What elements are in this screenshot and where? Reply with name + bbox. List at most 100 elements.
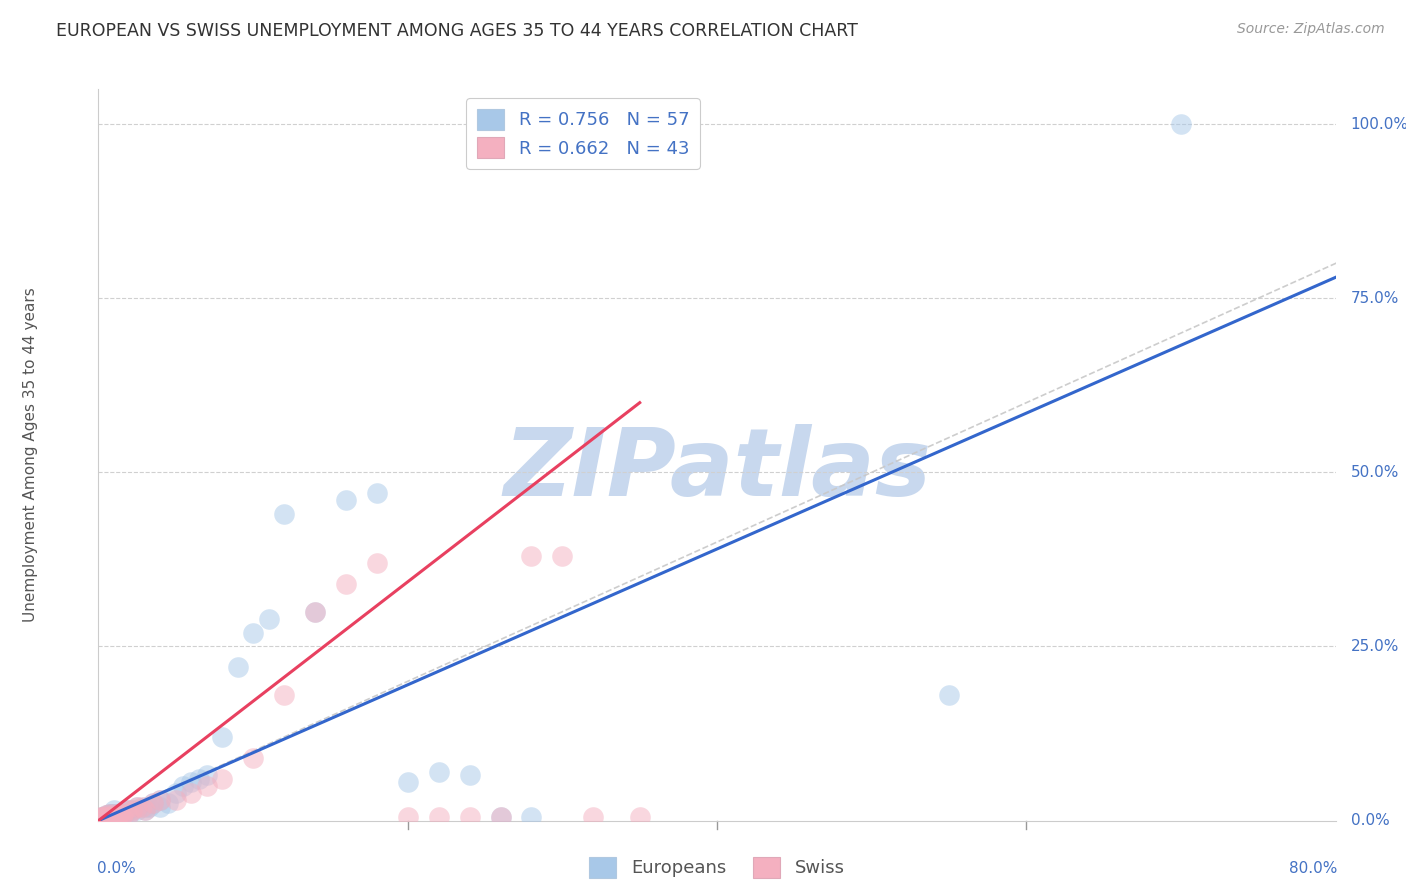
Point bbox=[98, 806, 121, 821]
Point bbox=[127, 799, 149, 814]
Point bbox=[100, 806, 122, 821]
Point bbox=[103, 806, 125, 821]
Point bbox=[304, 605, 326, 619]
Point bbox=[96, 810, 118, 824]
Point bbox=[1170, 117, 1192, 131]
Point bbox=[91, 810, 114, 824]
Point bbox=[127, 803, 149, 817]
Point bbox=[273, 688, 295, 702]
Point bbox=[108, 806, 131, 821]
Point bbox=[335, 493, 357, 508]
Point bbox=[108, 806, 131, 821]
Point bbox=[396, 775, 419, 789]
Point bbox=[93, 810, 115, 824]
Point bbox=[257, 612, 280, 626]
Point bbox=[138, 799, 160, 814]
Point bbox=[211, 730, 233, 744]
Point bbox=[520, 810, 543, 824]
Point bbox=[489, 810, 512, 824]
Text: 0.0%: 0.0% bbox=[1351, 814, 1389, 828]
Point bbox=[628, 810, 651, 824]
Point bbox=[97, 808, 120, 822]
Point bbox=[141, 796, 165, 810]
Point bbox=[93, 810, 115, 824]
Point bbox=[180, 775, 202, 789]
Point bbox=[134, 803, 156, 817]
Point bbox=[188, 772, 211, 786]
Point bbox=[96, 808, 118, 822]
Point bbox=[115, 803, 138, 817]
Point bbox=[115, 803, 138, 817]
Point bbox=[551, 549, 574, 563]
Point bbox=[458, 768, 481, 782]
Point bbox=[98, 806, 121, 821]
Point bbox=[366, 556, 388, 570]
Point bbox=[242, 625, 264, 640]
Point bbox=[121, 803, 143, 817]
Point bbox=[90, 810, 112, 824]
Point bbox=[112, 806, 135, 821]
Point bbox=[105, 810, 128, 824]
Point bbox=[105, 810, 128, 824]
Point bbox=[98, 810, 121, 824]
Point bbox=[100, 810, 122, 824]
Point bbox=[112, 806, 135, 821]
Point bbox=[396, 810, 419, 824]
Point bbox=[366, 486, 388, 500]
Text: Unemployment Among Ages 35 to 44 years: Unemployment Among Ages 35 to 44 years bbox=[22, 287, 38, 623]
Point bbox=[141, 796, 165, 810]
Point bbox=[304, 605, 326, 619]
Text: EUROPEAN VS SWISS UNEMPLOYMENT AMONG AGES 35 TO 44 YEARS CORRELATION CHART: EUROPEAN VS SWISS UNEMPLOYMENT AMONG AGE… bbox=[56, 22, 858, 40]
Point bbox=[149, 799, 172, 814]
Point bbox=[103, 810, 125, 824]
Point bbox=[101, 810, 124, 824]
Point bbox=[97, 810, 120, 824]
Point bbox=[100, 810, 122, 824]
Point bbox=[114, 806, 136, 821]
Point bbox=[131, 799, 153, 814]
Point bbox=[165, 793, 187, 807]
Point bbox=[180, 786, 202, 800]
Point bbox=[96, 810, 118, 824]
Point bbox=[165, 786, 187, 800]
Point bbox=[107, 806, 129, 821]
Point bbox=[91, 810, 114, 824]
Point bbox=[226, 660, 249, 674]
Point bbox=[242, 751, 264, 765]
Point bbox=[489, 810, 512, 824]
Point bbox=[134, 799, 156, 814]
Point bbox=[149, 793, 172, 807]
Point bbox=[938, 688, 960, 702]
Text: 50.0%: 50.0% bbox=[1351, 465, 1399, 480]
Point bbox=[96, 808, 118, 822]
Point bbox=[582, 810, 605, 824]
Text: 25.0%: 25.0% bbox=[1351, 639, 1399, 654]
Point bbox=[103, 810, 125, 824]
Point bbox=[458, 810, 481, 824]
Point bbox=[195, 779, 218, 793]
Text: 75.0%: 75.0% bbox=[1351, 291, 1399, 306]
Point bbox=[101, 810, 124, 824]
Point bbox=[107, 806, 129, 821]
Text: 100.0%: 100.0% bbox=[1351, 117, 1406, 131]
Point bbox=[90, 810, 112, 824]
Text: ZIPatlas: ZIPatlas bbox=[503, 424, 931, 516]
Point bbox=[195, 768, 218, 782]
Point bbox=[103, 806, 125, 821]
Point bbox=[98, 810, 121, 824]
Text: 80.0%: 80.0% bbox=[1288, 861, 1337, 876]
Point bbox=[172, 779, 194, 793]
Point bbox=[89, 810, 111, 824]
Point bbox=[427, 764, 450, 779]
Point bbox=[134, 803, 156, 817]
Point bbox=[111, 810, 132, 824]
Point bbox=[105, 806, 128, 821]
Point bbox=[121, 803, 143, 817]
Point bbox=[118, 806, 141, 821]
Point bbox=[97, 810, 120, 824]
Point bbox=[211, 772, 233, 786]
Point bbox=[427, 810, 450, 824]
Text: 0.0%: 0.0% bbox=[97, 861, 136, 876]
Point bbox=[157, 796, 180, 810]
Point bbox=[118, 803, 141, 817]
